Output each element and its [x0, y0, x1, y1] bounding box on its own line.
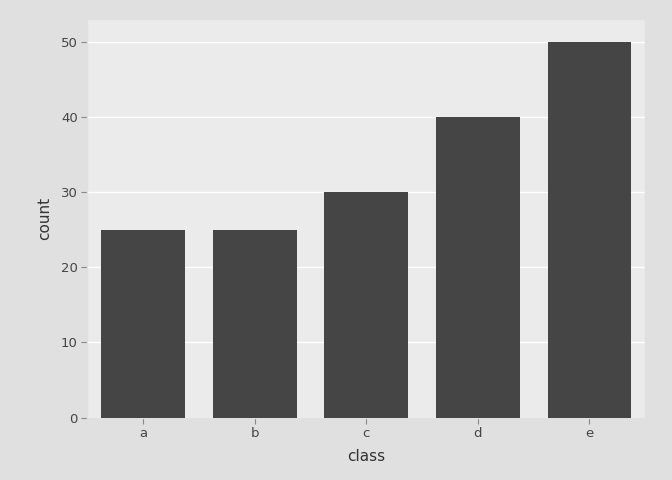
Bar — [101, 229, 185, 418]
X-axis label: class: class — [347, 449, 385, 464]
Bar — [213, 229, 296, 418]
Bar — [325, 192, 408, 418]
Bar — [548, 42, 631, 418]
Y-axis label: count: count — [38, 197, 52, 240]
Bar — [436, 117, 519, 418]
